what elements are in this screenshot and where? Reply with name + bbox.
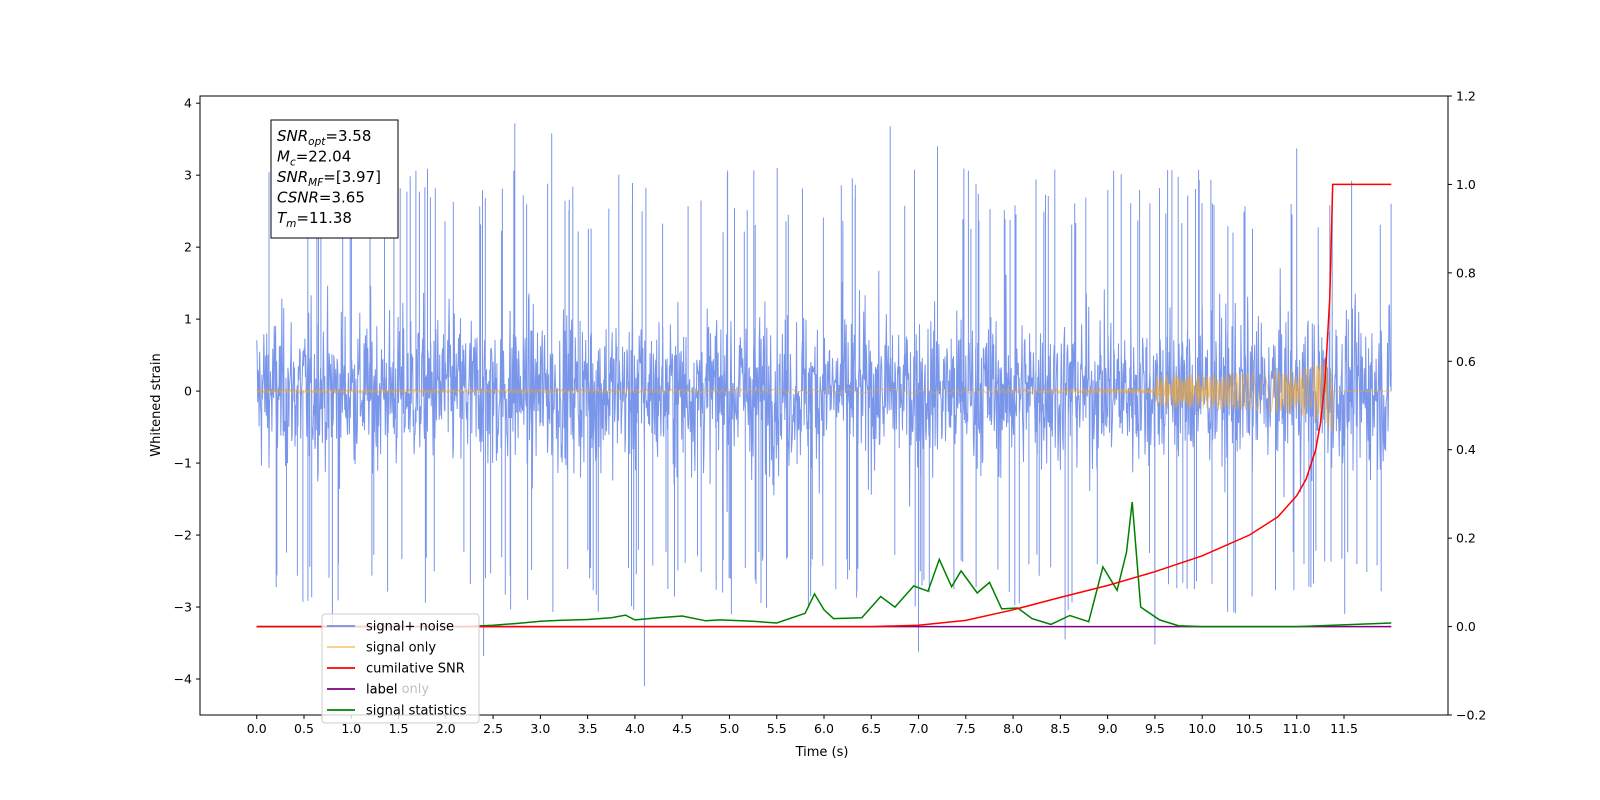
x-tick-label: 10.0 <box>1188 721 1216 736</box>
annotation-line: SNRopt=3.58 <box>277 127 371 148</box>
x-axis: 0.0 0.5 1.0 1.5 2.0 2.5 3.0 3.5 4.0 4.5 5.0 5.5 6.0 6… <box>247 715 1358 736</box>
y2-tick-label: 0.2 <box>1456 531 1476 546</box>
x-axis-label: Time (s) <box>795 745 849 760</box>
x-tick-label: 6.5 <box>861 721 881 736</box>
x-tick-label: 5.5 <box>767 721 787 736</box>
annotation-line: Tm=11.38 <box>277 209 352 230</box>
y-tick-label: 2 <box>184 240 192 255</box>
legend-label-ghost: label only <box>366 682 429 697</box>
annotation-line: SNRMF=[3.97] <box>277 168 381 189</box>
y2-tick-label: 0.8 <box>1456 265 1476 280</box>
plot-content <box>256 123 1392 687</box>
y2-tick-label: 1.2 <box>1456 89 1476 104</box>
y-axis-label: Whitened strain <box>149 353 164 456</box>
y2-tick-label: −0.2 <box>1456 708 1486 723</box>
y-tick-label: −4 <box>174 672 192 687</box>
x-tick-label: 3.0 <box>530 721 550 736</box>
x-tick-label: 4.0 <box>625 721 645 736</box>
legend-label: signal only <box>366 641 436 656</box>
y-tick-label: 3 <box>184 168 192 183</box>
x-tick-label: 4.5 <box>672 721 692 736</box>
legend-label: signal statistics <box>366 704 467 719</box>
legend: signal+ noise signal only cumilative SNR la… <box>321 613 480 724</box>
x-tick-label: 6.0 <box>814 721 834 736</box>
x-tick-label: 9.0 <box>1098 721 1118 736</box>
legend-label: signal+ noise <box>366 620 454 635</box>
x-tick-label: 8.0 <box>1003 721 1023 736</box>
y-axis-left: −4 −3 −2 −1 0 1 2 3 4 <box>174 96 200 687</box>
legend-label: cumilative SNR <box>366 662 465 677</box>
series-signal-statistics <box>256 501 1392 628</box>
x-tick-label: 7.5 <box>956 721 976 736</box>
y-tick-label: 0 <box>184 384 192 399</box>
x-tick-label: 11.0 <box>1283 721 1311 736</box>
x-tick-label: 5.0 <box>720 721 740 736</box>
annotation-line: Mc=22.04 <box>277 148 351 169</box>
x-tick-label: 1.5 <box>389 721 409 736</box>
annotation-line: CSNR=3.65 <box>277 189 365 207</box>
series-signal-only <box>256 358 1392 434</box>
y2-tick-label: 0.4 <box>1456 442 1476 457</box>
x-tick-label: 2.5 <box>483 721 503 736</box>
y2-tick-label: 0.6 <box>1456 354 1476 369</box>
y-tick-label: −3 <box>174 600 192 615</box>
x-tick-label: 0.0 <box>247 721 267 736</box>
x-tick-label: 0.5 <box>294 721 314 736</box>
legend-label: label <box>366 683 397 698</box>
series-cumulative-snr <box>256 183 1392 628</box>
x-tick-label: 2.0 <box>436 721 456 736</box>
legend-frame <box>321 613 480 724</box>
x-tick-label: 7.0 <box>909 721 929 736</box>
y-axis-right: −0.2 0.0 0.2 0.4 0.6 0.8 1.0 1.2 <box>1448 89 1486 723</box>
y2-tick-label: 0.0 <box>1456 619 1476 634</box>
y-tick-label: −2 <box>174 528 192 543</box>
x-tick-label: 3.5 <box>578 721 598 736</box>
y2-tick-label: 1.0 <box>1456 177 1476 192</box>
x-tick-label: 11.5 <box>1330 721 1358 736</box>
y-tick-label: 4 <box>184 96 192 111</box>
x-tick-label: 10.5 <box>1236 721 1264 736</box>
x-tick-label: 8.5 <box>1050 721 1070 736</box>
x-tick-label: 1.0 <box>341 721 361 736</box>
x-tick-label: 9.5 <box>1145 721 1165 736</box>
stats-annotation: SNRopt=3.58Mc=22.04SNRMF=[3.97]CSNR=3.65… <box>270 119 399 239</box>
y-tick-label: 1 <box>184 312 192 327</box>
y-tick-label: −1 <box>174 456 192 471</box>
plot-area <box>256 123 1392 687</box>
series-signal-noise <box>256 123 1392 687</box>
annotation-border <box>270 119 399 239</box>
